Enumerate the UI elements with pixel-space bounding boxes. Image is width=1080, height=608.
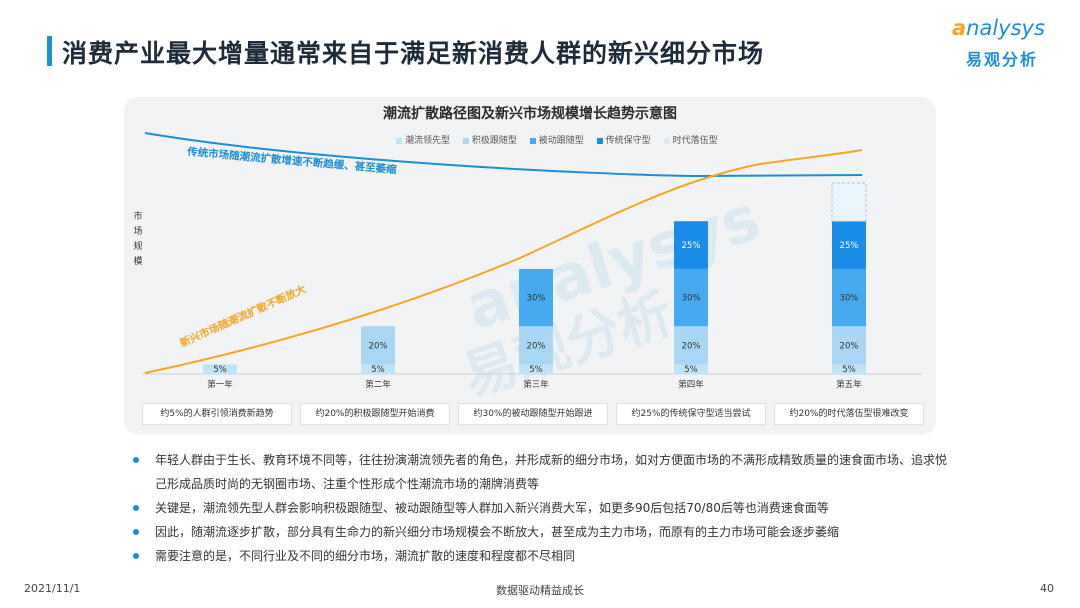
legend-item: 潮流领先型 — [396, 133, 450, 146]
bar-segment — [361, 364, 395, 374]
bar-value-label: 25% — [840, 241, 859, 251]
page-title: 消费产业最大增量通常来自于满足新消费人群的新兴细分市场 — [62, 39, 765, 68]
chart-title: 潮流扩散路径图及新兴市场规模增长趋势示意图 — [383, 106, 677, 122]
chart-panel — [124, 97, 936, 435]
bullet-dot-icon — [133, 529, 139, 535]
bar-value-label: 20% — [527, 341, 546, 351]
caption-box: 约30%的被动跟随型开始跟进 — [458, 403, 608, 425]
bar-segment — [674, 221, 708, 269]
traditional-market-line — [144, 132, 863, 178]
bullet-dot-icon — [133, 505, 139, 511]
bar-value-label: 20% — [682, 341, 701, 351]
bar-value-label: 5% — [842, 365, 856, 375]
bullet-item: 关键是，潮流领先型人群会影响积极跟随型、被动跟随型等人群加入新兴消费大军，如更多… — [130, 496, 950, 520]
bar-value-label: 30% — [840, 294, 859, 304]
bar-segment — [674, 268, 708, 327]
legend-swatch-active — [462, 137, 469, 144]
bullet-item: 需要注意的是，不同行业及不同的细分市场，潮流扩散的速度和程度都不尽相同 — [130, 544, 950, 568]
emerging-market-line — [144, 149, 863, 374]
x-tick-label: 第五年 — [836, 379, 862, 390]
footer-date: 2021/11/1 — [24, 582, 81, 595]
bar-value-label: 5% — [213, 365, 227, 375]
analysys-logo: analysys 易观分析 — [942, 16, 1052, 72]
legend-item: 被动跟随型 — [529, 133, 584, 146]
title-accent-bar — [47, 36, 52, 66]
footer-slogan: 数据驱动精益成长 — [496, 584, 584, 597]
bar-value-label: 5% — [371, 365, 385, 375]
bar-segment — [832, 364, 866, 374]
bar-value-label: 20% — [840, 341, 859, 351]
bar-segment — [674, 326, 708, 365]
logo-wordmark: analysys — [952, 16, 1045, 40]
caption-box: 约25%的传统保守型适当尝试 — [616, 403, 766, 425]
bar-segment — [832, 268, 866, 327]
bar-segment — [831, 182, 867, 222]
bar-value-label: 5% — [529, 365, 543, 375]
legend-swatch-laggard — [663, 137, 670, 144]
logo-chinese: 易观分析 — [966, 50, 1039, 69]
bullet-dot-icon — [133, 553, 139, 559]
caption-box: 约20%的时代落伍型很难改变 — [774, 403, 924, 425]
legend-item: 时代落伍型 — [663, 133, 718, 146]
bar-segment — [519, 326, 553, 365]
x-tick-label: 第一年 — [207, 379, 233, 390]
legend-item: 传统保守型 — [596, 133, 651, 146]
bar-value-label: 30% — [682, 294, 701, 304]
chart-legend: 潮流领先型 积极跟随型 被动跟随型 传统保守型 时代落伍型 — [396, 133, 728, 146]
x-tick-label: 第三年 — [523, 379, 549, 390]
bullet-dot-icon — [133, 457, 139, 463]
bar-segment — [519, 268, 553, 327]
legend-swatch-conservative — [596, 137, 603, 144]
legend-item: 积极跟随型 — [462, 133, 517, 146]
bullet-list: 年轻人群由于生长、教育环境不同等，往往扮演潮流领先者的角色，并形成新的细分市场，… — [130, 448, 950, 568]
caption-box: 约5%的人群引领消费新趋势 — [142, 403, 292, 425]
legend-swatch-leader — [396, 137, 402, 144]
bar-segment — [832, 221, 866, 269]
caption-box: 约20%的积极跟随型开始消费 — [300, 403, 450, 425]
bullet-item: 因此，随潮流逐步扩散，部分具有生命力的新兴细分市场规模会不断放大，甚至成为主力市… — [130, 520, 950, 544]
x-tick-label: 第二年 — [365, 379, 391, 390]
traditional-market-annotation: 传统市场随潮流扩散增速不断趋缓、甚至萎缩 — [186, 145, 398, 176]
y-axis-label: 市场规模 — [133, 212, 143, 267]
bar-value-label: 5% — [684, 365, 698, 375]
x-tick-label: 第四年 — [678, 379, 704, 390]
emerging-market-annotation: 新兴市场随潮流扩散不断放大 — [178, 282, 308, 350]
bar-segment — [674, 364, 708, 374]
bar-segment — [361, 326, 395, 365]
legend-swatch-passive — [529, 137, 536, 144]
bullet-item: 年轻人群由于生长、教育环境不同等，往往扮演潮流领先者的角色，并形成新的细分市场，… — [130, 448, 950, 496]
bar-value-label: 20% — [369, 341, 388, 351]
bar-segment — [203, 364, 237, 374]
bar-value-label: 25% — [682, 241, 701, 251]
bar-value-label: 30% — [527, 294, 546, 304]
bar-segment — [832, 326, 866, 365]
bar-segment — [519, 364, 553, 374]
page-number: 40 — [1040, 582, 1054, 595]
